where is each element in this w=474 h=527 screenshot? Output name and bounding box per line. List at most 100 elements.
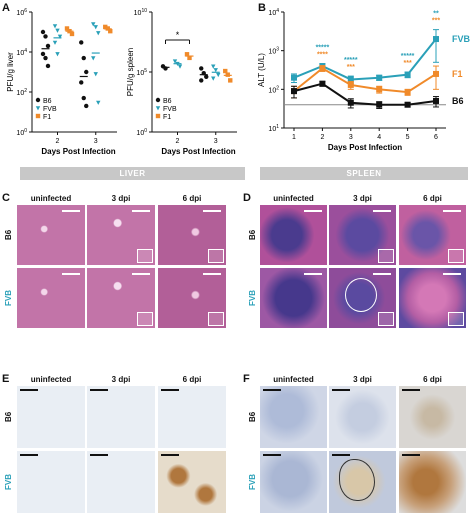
y-tick-label: 104 (16, 48, 27, 57)
magnified-inset (448, 249, 464, 263)
data-point (291, 88, 297, 95)
data-point (79, 40, 84, 45)
panel-label-f: F (243, 373, 250, 385)
data-point (347, 99, 354, 106)
spleen-ihc-row-fvb: FVB (248, 474, 257, 490)
scale-bar (332, 389, 350, 391)
data-point (199, 78, 204, 83)
data-point (376, 101, 383, 108)
spleen-ihc-col-header: uninfected (273, 375, 314, 384)
series-label: FVB (452, 34, 471, 44)
legend-marker (155, 106, 161, 111)
legend-label: B6 (43, 98, 52, 105)
data-point (433, 70, 439, 77)
data-point (213, 68, 218, 73)
significance-stars: ***** (401, 53, 415, 60)
significance-stars: ** (433, 11, 439, 18)
series-line (293, 38, 437, 81)
legend-marker (155, 113, 161, 119)
liver-ihc-col-header: uninfected (30, 375, 72, 384)
liver-he-fvb-tile (87, 268, 155, 328)
spleen-he-col-header: uninfected (273, 194, 314, 203)
liver-titer-chart: 100 102 104 106 2 3 PFU/g liver Days Post Infec… (6, 8, 117, 156)
liver-ihc-col-header: 6 dpi (182, 375, 202, 384)
data-point (55, 52, 60, 57)
spleen-he-fvb-tile (399, 268, 466, 328)
data-point (404, 71, 411, 78)
panel-label-d: D (243, 192, 251, 204)
spleen-he-col-header: 3 dpi (353, 194, 372, 203)
data-point (93, 72, 98, 77)
data-point (55, 28, 60, 33)
spleen-he-row-fvb: FVB (248, 290, 257, 306)
scale-bar (263, 389, 281, 391)
scale-bar (20, 454, 38, 456)
data-point (225, 72, 230, 77)
legend-marker (35, 97, 41, 103)
scale-bar (62, 273, 80, 275)
spleen-he-b6-tile (329, 205, 396, 265)
y-tick-label: 100 (16, 128, 27, 137)
liver-ihc-b6-tile (158, 386, 226, 448)
data-point (211, 64, 216, 69)
data-point (347, 81, 354, 88)
data-point (91, 22, 96, 27)
y-axis-label: PFU/g spleen (126, 48, 135, 96)
data-point (64, 26, 70, 31)
scale-bar (443, 273, 461, 275)
series-line (293, 67, 437, 94)
liver-he-row-b6: B6 (4, 229, 13, 241)
data-point (96, 100, 101, 105)
magnified-inset (448, 312, 464, 326)
x-tick-label: 3 (349, 134, 353, 141)
data-point (69, 31, 75, 37)
liver-he-col-header: 6 dpi (182, 194, 202, 203)
scale-bar (443, 210, 461, 212)
liver-he-b6-tile (158, 205, 226, 265)
x-tick-label: 6 (434, 134, 438, 141)
data-point (404, 89, 411, 96)
x-tick-label: 2 (56, 138, 60, 145)
data-point (84, 69, 89, 75)
liver-ihc-col-header: 3 dpi (111, 375, 131, 384)
spleen-he-b6-tile (260, 205, 327, 265)
data-point (216, 72, 221, 78)
spleen-ihc-fvb-tile (399, 451, 466, 513)
y-axis-label: ALT (U/L) (257, 53, 266, 87)
data-point (319, 80, 326, 87)
x-tick-label: 4 (377, 134, 381, 141)
x-axis-label: Days Post Infection (161, 147, 235, 156)
y-tick-label: 100 (136, 128, 147, 137)
data-point (433, 97, 439, 104)
y-tick-label: 103 (268, 47, 279, 56)
spleen-ihc-b6-tile (260, 386, 327, 448)
data-point (57, 34, 63, 39)
x-tick-label: 5 (406, 134, 410, 141)
magnified-inset (137, 249, 153, 263)
legend-label: F1 (43, 114, 51, 121)
magnified-inset (378, 312, 394, 326)
magnified-inset (208, 312, 224, 326)
scale-bar (332, 454, 350, 456)
data-point (187, 55, 192, 61)
data-point (43, 55, 48, 61)
panel-label-e: E (2, 373, 10, 385)
data-point (103, 24, 108, 30)
legend-marker (155, 97, 161, 103)
scale-bar (90, 454, 108, 456)
significance-stars: **** (317, 52, 328, 59)
data-point (228, 78, 233, 83)
scale-bar (373, 210, 391, 212)
data-point (81, 55, 86, 61)
liver-ihc-fvb-tile (17, 451, 85, 513)
data-point (376, 74, 383, 81)
data-point (91, 56, 96, 61)
scale-bar (304, 273, 322, 275)
y-tick-label: 102 (268, 85, 279, 94)
x-axis-label: Days Post Infection (328, 143, 402, 152)
liver-ihc-fvb-tile (87, 451, 155, 513)
spleen-he-col-header: 6 dpi (423, 194, 442, 203)
magnified-inset (137, 312, 153, 326)
scale-bar (161, 389, 179, 391)
liver-he-col-header: 3 dpi (111, 194, 131, 203)
